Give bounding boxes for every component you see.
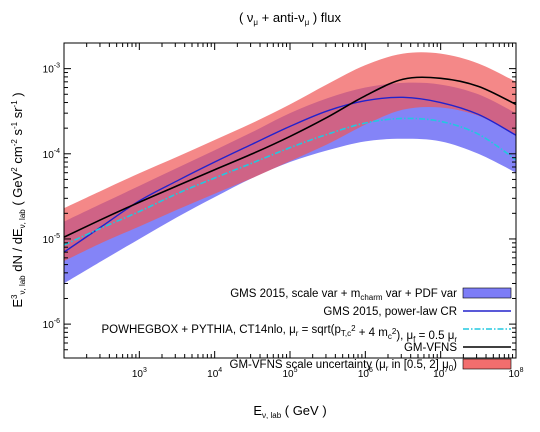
- gmvfns-line: [64, 76, 516, 238]
- x-tick-base: 10: [132, 369, 144, 380]
- y-axis-title-u4-sup: -1: [10, 100, 19, 108]
- y-axis-title-u1: ( GeV: [10, 171, 25, 209]
- y-tick-base: 10: [43, 150, 55, 161]
- y-tick-label: 10-6: [43, 318, 60, 331]
- x-tick-label: 108: [508, 367, 523, 380]
- chart-title-open: (: [239, 10, 247, 25]
- y-tick-label: 10-4: [43, 148, 60, 161]
- legend-label-part: in [0.5, 2] μ: [388, 359, 448, 371]
- y-tick-exp: -6: [54, 318, 60, 325]
- chart-title-mu2: μ: [305, 18, 310, 27]
- legend-label-part: ), μ: [396, 330, 413, 342]
- legend-swatch: [462, 287, 512, 299]
- y-axis-title-dn-sub: ν, lab: [18, 209, 27, 229]
- x-axis-title: Eν, lab ( GeV ): [253, 403, 326, 420]
- legend-label-part: + 4 m: [356, 327, 388, 339]
- powheg-line: [64, 117, 516, 246]
- x-tick-exp: 5: [294, 367, 298, 374]
- legend-label-part: ): [453, 359, 457, 371]
- chart-title-mu: μ: [253, 18, 258, 27]
- y-axis-title-dn: dN / dE: [10, 228, 25, 275]
- legend-label-part: POWHEGBOX + PYTHIA, CT14nlo, μ: [102, 324, 296, 336]
- y-axis-title-u3-sup: -1: [10, 121, 19, 129]
- legend-label-part: = 0.5 μ: [415, 330, 454, 342]
- legend-label-part: = sqrt(p: [298, 324, 341, 336]
- chart-title-nu2: ν: [298, 10, 305, 25]
- y-tick-exp: -4: [54, 148, 60, 155]
- legend-label: GM-VFNS scale uncertainty (μr in [0.5, 2…: [230, 359, 458, 373]
- legend-label: POWHEGBOX + PYTHIA, CT14nlo, μr = sqrt(p…: [102, 324, 458, 344]
- legend: GMS 2015, scale var + mcharm var + PDF v…: [102, 287, 512, 373]
- y-tick-base: 10: [43, 320, 55, 331]
- y-tick-label: 10-5: [43, 233, 60, 246]
- y-axis-title-u4: sr: [10, 107, 25, 122]
- x-tick-exp: 7: [444, 367, 448, 374]
- legend-label-part: r: [454, 335, 457, 344]
- x-tick-exp: 8: [520, 367, 524, 374]
- x-tick-base: 10: [358, 369, 370, 380]
- legend-swatch: [462, 358, 512, 370]
- x-tick-label: 104: [207, 367, 222, 380]
- y-axis-title: E3ν, lab dN / dEν, lab ( GeV2 cm-2 s-1 s…: [10, 92, 27, 307]
- x-tick-exp: 3: [143, 367, 147, 374]
- chart-title: ( νμ + anti-νμ ) flux: [239, 10, 342, 27]
- y-axis-title-e: E: [10, 299, 25, 308]
- x-tick-base: 10: [282, 369, 294, 380]
- legend-label-part: r: [296, 329, 299, 338]
- x-axis-title-sub: ν, lab: [262, 411, 282, 420]
- legend-label-part: 2: [392, 327, 397, 336]
- legend-label-part: 2: [351, 324, 356, 333]
- data-layer: [64, 52, 516, 284]
- legend-label: GM-VFNS: [404, 342, 457, 354]
- legend-label-part: GM-VFNS scale uncertainty (μ: [230, 359, 386, 371]
- x-axis-title-main: E: [253, 403, 262, 418]
- legend-label-part: charm: [360, 293, 383, 302]
- x-tick-label: 103: [132, 367, 147, 380]
- legend-label-part: var + PDF var: [383, 288, 458, 300]
- y-axis-title-e-sup: 3: [10, 294, 19, 299]
- legend-label: GMS 2015, scale var + mcharm var + PDF v…: [230, 288, 457, 302]
- y-tick-exp: -3: [54, 63, 60, 70]
- y-axis-title-u1-sup: 2: [10, 167, 19, 172]
- legend-label-part: GMS 2015, scale var + m: [230, 288, 360, 300]
- legend-label-part: r: [386, 364, 389, 373]
- y-tick-base: 10: [43, 65, 55, 76]
- legend-label-part: GM-VFNS: [404, 342, 457, 354]
- legend-label-part: 0: [449, 364, 454, 373]
- x-tick-exp: 4: [218, 367, 222, 374]
- legend-label-part: GMS 2015, power-law CR: [323, 306, 457, 318]
- legend-label-part: c: [388, 332, 392, 341]
- y-tick-exp: -5: [54, 233, 60, 240]
- chart-title-nu: ν: [247, 10, 254, 25]
- x-tick-label: 106: [358, 367, 373, 380]
- chart-title-plus: + anti-: [258, 10, 298, 25]
- x-tick-base: 10: [508, 369, 520, 380]
- y-tick-label: 10-3: [43, 63, 60, 76]
- legend-label-part: f: [413, 335, 416, 344]
- x-tick-base: 10: [207, 369, 219, 380]
- x-tick-base: 10: [433, 369, 445, 380]
- y-axis-title-e-sub: ν, lab: [18, 275, 27, 295]
- chart-title-close: ) flux: [309, 10, 341, 25]
- legend-label: GMS 2015, power-law CR: [323, 306, 457, 318]
- y-axis-title-u3: s: [10, 129, 25, 140]
- gmvfns-band: [64, 52, 516, 262]
- gms-powerlaw-line: [64, 96, 516, 253]
- legend-label-part: T,c: [341, 329, 351, 338]
- x-tick-label: 107: [433, 367, 448, 380]
- x-tick-label: 105: [282, 367, 297, 380]
- y-tick-base: 10: [43, 235, 55, 246]
- x-tick-exp: 6: [369, 367, 373, 374]
- y-axis-title-u2: cm: [10, 146, 25, 167]
- gms-band: [64, 82, 516, 284]
- x-axis-title-rest: ( GeV ): [281, 403, 327, 418]
- y-axis-title-u2-sup: -2: [10, 139, 19, 147]
- y-axis-title-u5: ): [10, 92, 25, 100]
